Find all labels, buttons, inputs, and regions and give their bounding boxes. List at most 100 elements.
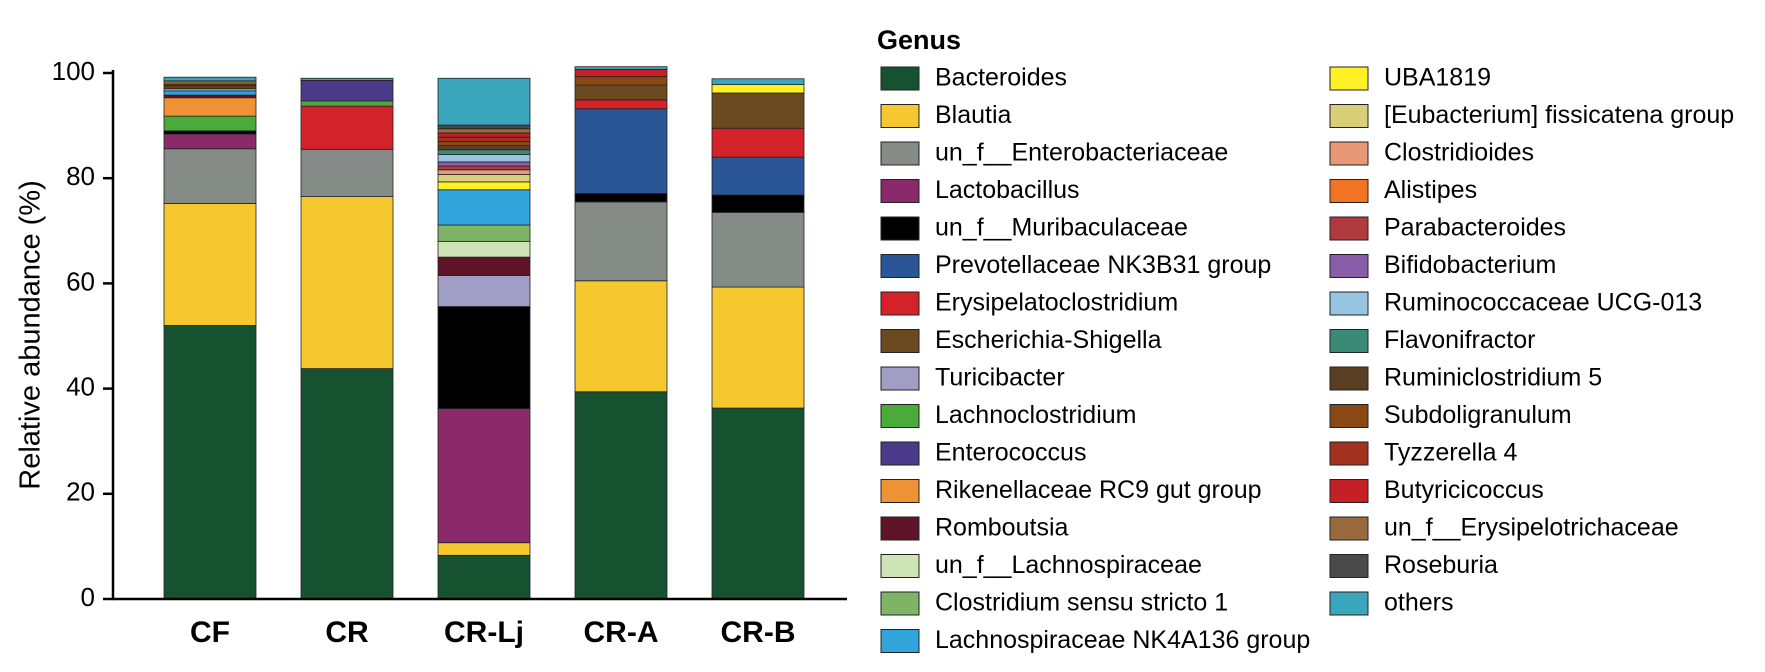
y-tick-label: 0 xyxy=(81,582,95,612)
legend-label: Escherichia-Shigella xyxy=(935,326,1162,354)
bar-segment xyxy=(574,66,668,70)
legend-swatch xyxy=(880,629,920,653)
bar-segment xyxy=(574,193,668,203)
legend-swatch xyxy=(1329,141,1369,166)
y-tick-label: 60 xyxy=(66,266,95,296)
bar-segment xyxy=(711,156,805,196)
bar-segment xyxy=(437,154,531,163)
bar-segment xyxy=(300,105,394,150)
y-tick-label: 100 xyxy=(52,56,95,86)
legend-item: Ruminiclostridium 5 xyxy=(1329,364,1602,392)
bar-segment xyxy=(163,148,257,204)
bar-segment xyxy=(711,78,805,85)
y-tick-label: 40 xyxy=(66,371,95,401)
bar-segment xyxy=(574,108,668,194)
bar-segment xyxy=(300,77,394,81)
legend-item: Alistipes xyxy=(1329,176,1477,204)
bar-segment xyxy=(437,275,531,307)
bar-segment xyxy=(163,325,257,600)
legend-swatch xyxy=(880,516,920,541)
bar-segment xyxy=(163,90,257,96)
legend-swatch xyxy=(1329,404,1369,428)
legend-swatch xyxy=(1329,516,1369,541)
legend-label: Subdoligranulum xyxy=(1384,401,1572,429)
legend-label: un_f__Erysipelotrichaceae xyxy=(1384,514,1679,542)
legend-item: Butyricicoccus xyxy=(1329,476,1544,504)
legend-label: Butyricicoccus xyxy=(1384,476,1544,504)
legend-item: Lactobacillus xyxy=(880,176,1080,204)
bar-segment xyxy=(711,211,805,288)
legend-label: Ruminiclostridium 5 xyxy=(1384,364,1602,392)
bar-segment xyxy=(437,161,531,167)
legend-item: Enterococcus xyxy=(880,439,1086,467)
legend-swatch xyxy=(880,141,920,166)
legend-item: Rikenellaceae RC9 gut group xyxy=(880,476,1262,504)
legend-item: Prevotellaceae NK3B31 group xyxy=(880,251,1271,279)
x-category-label: CR-A xyxy=(584,616,659,649)
legend-label: Bifidobacterium xyxy=(1384,251,1556,279)
legend-label: UBA1819 xyxy=(1384,64,1491,92)
legend-swatch xyxy=(880,179,920,203)
legend-label: others xyxy=(1384,589,1453,617)
legend-item: Flavonifractor xyxy=(1329,326,1535,354)
bar-segment xyxy=(574,391,668,600)
bar-segment xyxy=(711,127,805,158)
bar-segment xyxy=(300,368,394,600)
bar-segment xyxy=(300,79,394,102)
bar-segment xyxy=(163,76,257,82)
legend-swatch xyxy=(1329,441,1369,466)
bar-segment xyxy=(437,256,531,276)
bar-segment xyxy=(163,85,257,90)
bar-segment xyxy=(711,286,805,409)
bar-segment xyxy=(437,174,531,183)
bar-segment xyxy=(437,224,531,242)
legend-label: Tyzzerella 4 xyxy=(1384,439,1517,467)
plot-area: 0 20 40 60 80 100 CF CR CR-Lj CR-A CR-B Relative … xyxy=(15,56,847,649)
legend-label: [Eubacterium] fissicatena group xyxy=(1384,101,1734,129)
x-category-label: CF xyxy=(190,616,230,649)
bar-stack xyxy=(437,77,531,600)
legend-item: un_f__Lachnospiraceae xyxy=(880,551,1202,579)
legend-label: Alistipes xyxy=(1384,176,1477,204)
legend-label: Romboutsia xyxy=(935,514,1068,542)
legend-item: others xyxy=(1329,589,1453,617)
bar-stack xyxy=(574,66,668,600)
legend-swatch xyxy=(1329,366,1369,391)
legend-label: Lactobacillus xyxy=(935,176,1080,204)
legend-item: un_f__Erysipelotrichaceae xyxy=(1329,514,1679,542)
legend: Genus Bacteroides Blautia un_f__Enterobact… xyxy=(877,25,1734,654)
legend-item: Tyzzerella 4 xyxy=(1329,439,1517,467)
bar-segment xyxy=(163,133,257,150)
bar-segment xyxy=(437,132,531,138)
legend-swatch xyxy=(1329,254,1369,278)
legend-swatch xyxy=(880,554,920,578)
legend-item: Clostridioides xyxy=(1329,139,1534,167)
y-axis-title: Relative abundance (%) xyxy=(15,180,47,490)
legend-item: Lachnospiraceae NK4A136 group xyxy=(880,626,1310,654)
bar-segment xyxy=(437,542,531,556)
bar-segment xyxy=(163,130,257,135)
bar-segment xyxy=(437,554,531,600)
legend-items-group: Bacteroides Blautia un_f__Enterobacteriace… xyxy=(880,64,1734,654)
legend-label: Prevotellaceae NK3B31 group xyxy=(935,251,1271,279)
legend-label: un_f__Enterobacteriaceae xyxy=(935,139,1228,167)
legend-swatch xyxy=(880,591,920,616)
legend-item: Bacteroides xyxy=(880,64,1067,92)
x-category-label: CR-Lj xyxy=(444,616,524,649)
bar-segment xyxy=(437,240,531,258)
legend-swatch xyxy=(880,366,920,391)
legend-swatch xyxy=(880,404,920,428)
legend-label: Enterococcus xyxy=(935,439,1086,467)
bar-segment xyxy=(574,99,668,110)
legend-item: Erysipelatoclostridium xyxy=(880,289,1178,317)
bar-segment xyxy=(163,80,257,85)
legend-label: Parabacteroides xyxy=(1384,214,1566,242)
legend-item: un_f__Enterobacteriaceae xyxy=(880,139,1228,167)
legend-label: Bacteroides xyxy=(935,64,1067,92)
legend-label: Turicibacter xyxy=(935,364,1065,392)
bar-segment xyxy=(300,196,394,370)
legend-label: Flavonifractor xyxy=(1384,326,1535,354)
legend-item: Clostridium sensu stricto 1 xyxy=(880,589,1228,617)
bar-segment xyxy=(437,77,531,126)
bar-segment xyxy=(163,203,257,326)
